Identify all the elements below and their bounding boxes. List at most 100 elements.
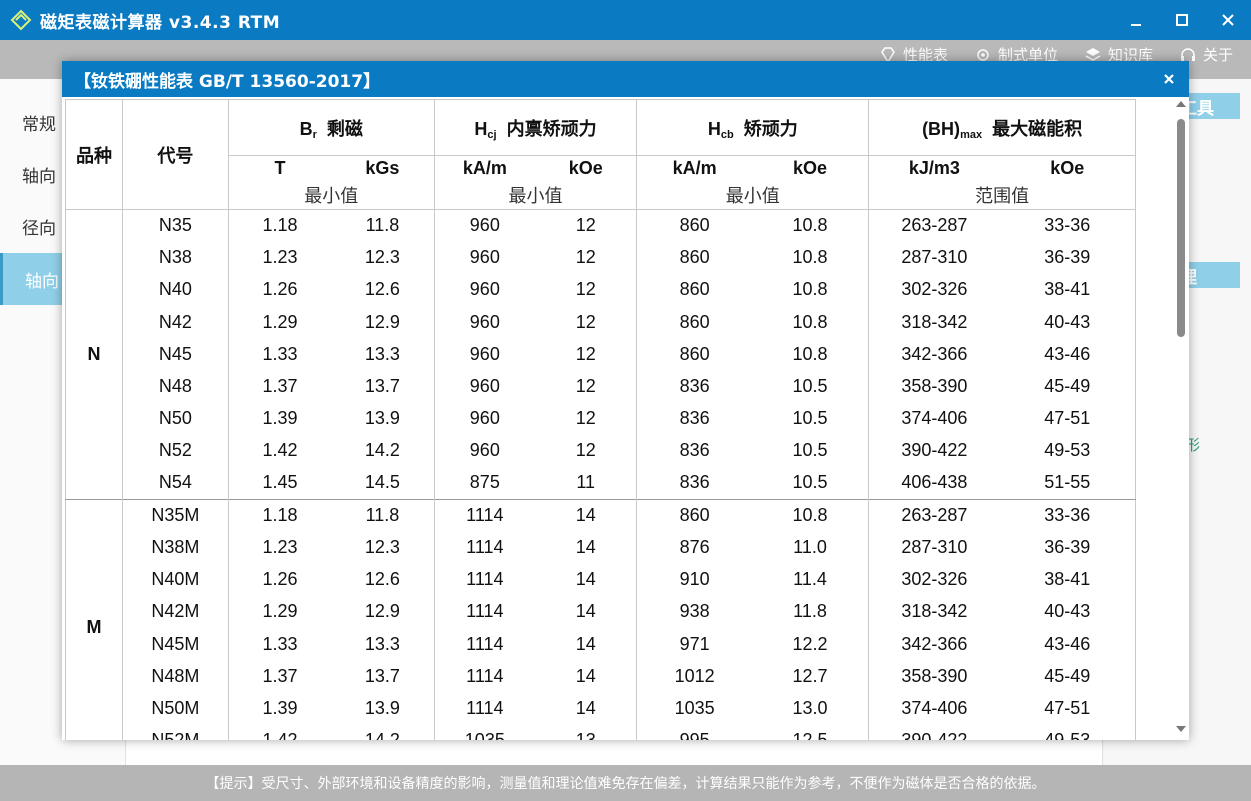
bh-prefix: (BH) xyxy=(922,118,961,139)
value-cell: 10.5 xyxy=(792,376,828,397)
value-cell: 12 xyxy=(575,247,596,268)
value-cell: 51-55 xyxy=(1044,472,1091,493)
scroll-down-arrow-icon[interactable] xyxy=(1176,726,1186,732)
bh-range-label: 范围值 xyxy=(868,181,1136,210)
toolbar-unit-system[interactable]: 制式单位 xyxy=(974,44,1058,65)
maximize-button[interactable] xyxy=(1159,0,1205,40)
header-hcb: Hcb 矫顽力 xyxy=(636,99,869,156)
unit-br-t: T xyxy=(227,155,332,182)
value-cell: 14 xyxy=(575,633,596,654)
value-cell: 33-36 xyxy=(999,498,1136,532)
nav-label: 常规 xyxy=(22,114,56,135)
grade-cell: N xyxy=(65,209,123,500)
table-row: N38 1.23 12.3 960 12 860 10.8 287-310 36-39 xyxy=(66,241,1136,274)
bh-sub: max xyxy=(960,128,983,141)
code-cell: N42M xyxy=(122,595,229,628)
toolbar-label: 知识库 xyxy=(1107,46,1153,64)
value-cell: 342-366 xyxy=(868,338,1000,371)
toolbar-knowledge-base[interactable]: 知识库 xyxy=(1084,44,1153,65)
code-cell: N48 xyxy=(122,370,229,403)
value-cell: 1.23 xyxy=(227,241,332,274)
value-cell: 1114 xyxy=(433,692,536,725)
unit-br-kgs: kGs xyxy=(365,158,400,179)
value-cell: 406-438 xyxy=(868,467,1000,500)
value-cell: 1114 xyxy=(433,595,536,628)
value-cell: 1114 xyxy=(433,563,536,596)
value-cell: 40-43 xyxy=(1044,311,1091,332)
footer-tip: 【提示】受尺寸、外部环境和设备精度的影响，测量值和理论值难免存在偏差，计算结果只… xyxy=(0,765,1251,801)
value-cell: 12 xyxy=(575,376,596,397)
value-cell: 14 xyxy=(535,498,637,532)
nav-item-axial[interactable]: 轴向 xyxy=(0,148,125,200)
value-cell: 43-46 xyxy=(1044,633,1091,654)
value-cell: 12 xyxy=(575,343,596,364)
diamond-icon xyxy=(881,46,895,63)
value-cell: 1.18 xyxy=(227,498,332,532)
hcb-min-label: 最小值 xyxy=(636,181,869,210)
value-cell: 11.0 xyxy=(793,536,827,557)
value-cell: 1114 xyxy=(433,531,536,564)
value-cell: 1.37 xyxy=(227,370,332,403)
toolbar-about[interactable]: 关于 xyxy=(1179,44,1233,65)
value-cell: 12.5 xyxy=(792,729,828,740)
code-cell: N52 xyxy=(122,434,229,467)
unit-hcj-koe: kOe xyxy=(568,158,603,179)
value-cell: 33-36 xyxy=(1044,215,1091,236)
value-cell: 390-422 xyxy=(868,724,1000,740)
code-cell: N45M xyxy=(122,627,229,661)
value-cell: 1114 xyxy=(433,498,536,532)
value-cell: 318-342 xyxy=(868,306,1000,339)
nav-item-general[interactable]: 常规 xyxy=(0,96,125,148)
unit-hcb-kam: kA/m xyxy=(636,155,752,182)
minimize-button[interactable] xyxy=(1113,0,1159,40)
header-code: 代号 xyxy=(122,99,229,210)
value-cell: 1.33 xyxy=(227,338,332,371)
hcb-sub: cb xyxy=(720,128,734,141)
value-cell: 960 xyxy=(433,306,536,339)
dialog-header: 【钕铁硼性能表 GB/T 13560-2017】 xyxy=(62,61,1189,97)
close-window-button[interactable] xyxy=(1205,0,1251,40)
scroll-up-arrow-icon[interactable] xyxy=(1176,101,1186,107)
toolbar-performance-table[interactable]: 性能表 xyxy=(879,44,948,65)
value-cell: 12.6 xyxy=(364,569,400,590)
value-cell: 358-390 xyxy=(868,660,1000,693)
nav-label: 轴向 xyxy=(22,166,56,187)
hcj-sub: cj xyxy=(487,128,497,141)
value-cell: 13.3 xyxy=(364,343,400,364)
toolbar-label: 性能表 xyxy=(902,46,948,64)
value-cell: 14 xyxy=(575,697,596,718)
value-cell: 960 xyxy=(433,241,536,274)
value-cell: 938 xyxy=(636,595,752,628)
value-cell: 13.7 xyxy=(364,665,400,686)
minimize-icon xyxy=(1131,24,1141,26)
nav-label: 径向 xyxy=(22,218,56,239)
unit-bh-koe: kOe xyxy=(1050,158,1085,179)
value-cell: 14.2 xyxy=(364,729,400,740)
maximize-icon xyxy=(1176,14,1188,26)
value-cell: 374-406 xyxy=(868,692,1000,725)
app-logo-icon xyxy=(10,9,32,31)
value-cell: 1012 xyxy=(636,660,752,693)
header-bhmax: (BH)max 最大磁能积 xyxy=(868,99,1136,156)
dialog-scrollbar[interactable] xyxy=(1173,97,1189,740)
unit-hcb-koe: kOe xyxy=(792,158,828,179)
value-cell: 358-390 xyxy=(868,370,1000,403)
dialog-body[interactable]: 品种 代号 Br 剩磁 Hcj 内禀矫顽力 Hcb 矫顽力 (BH)max 最大… xyxy=(62,97,1173,740)
hcj-prefix: H xyxy=(474,118,488,139)
value-cell: 38-41 xyxy=(1044,279,1091,300)
value-cell: 12 xyxy=(575,279,596,300)
br-name: 剩磁 xyxy=(326,118,363,139)
dialog-close-button[interactable] xyxy=(1157,67,1181,91)
value-cell: 836 xyxy=(636,402,752,435)
value-cell: 12.7 xyxy=(792,665,828,686)
value-cell: 10.8 xyxy=(792,247,828,268)
scroll-thumb[interactable] xyxy=(1177,119,1185,337)
table-row: N42 1.29 12.9 960 12 860 10.8 318-342 40-43 xyxy=(66,306,1136,339)
value-cell: 1.23 xyxy=(227,531,332,564)
table-row: M N35M 1.18 11.8 1114 14 860 10.8 263-287 33-36 xyxy=(65,498,1136,740)
value-cell: 10.8 xyxy=(792,311,828,332)
value-cell: 1.39 xyxy=(227,402,332,435)
nav-item-radial[interactable]: 径向 xyxy=(0,200,125,252)
value-cell: 263-287 xyxy=(868,209,1000,242)
app-title: 磁矩表磁计算器 v3.4.3 RTM xyxy=(40,12,281,33)
